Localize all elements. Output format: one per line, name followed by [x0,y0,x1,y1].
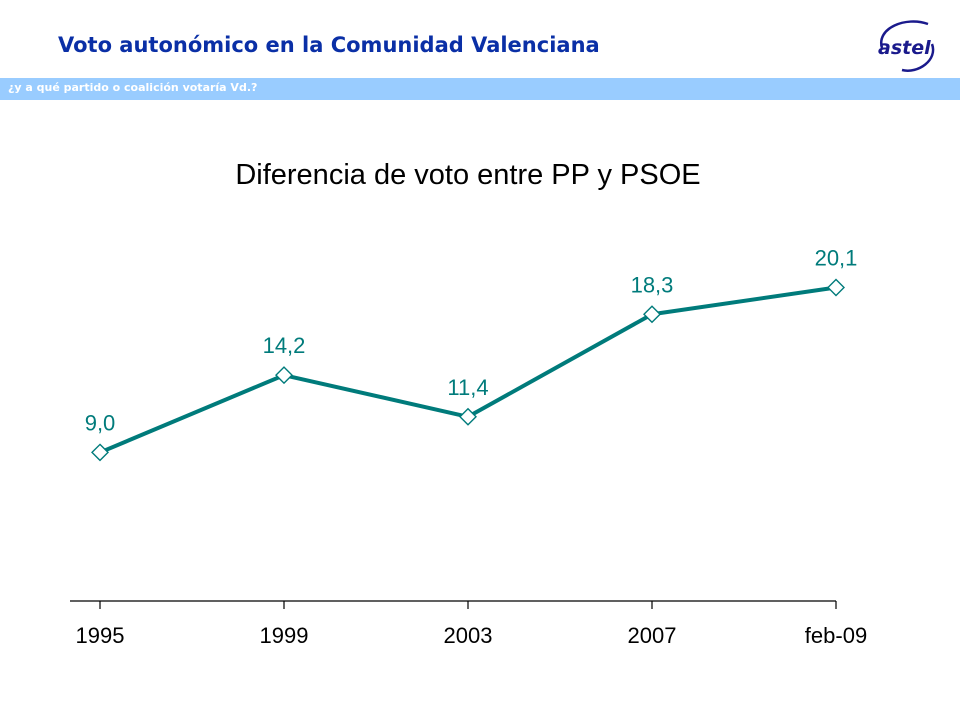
data-label: 20,1 [815,246,858,271]
subtitle-text: ¿y a qué partido o coalición votaría Vd.… [8,81,258,94]
x-tick-label: 2003 [444,623,493,648]
chart-title: Diferencia de voto entre PP y PSOE [235,159,700,191]
subtitle-bar: ¿y a qué partido o coalición votaría Vd.… [0,78,960,100]
series-line [99,285,837,455]
x-tick-label: feb-09 [805,623,867,648]
astel-logo: astel [878,20,935,72]
data-label: 14,2 [263,333,306,358]
logo-text: astel [878,37,931,59]
x-tick-label: 2007 [628,623,677,648]
data-label: 18,3 [631,272,674,297]
data-point-marker [643,305,661,324]
page-title: Voto autonómico en la Comunidad Valencia… [58,33,600,57]
data-label: 9,0 [85,410,116,435]
data-point-marker [91,443,109,462]
data-label: 11,4 [447,375,488,400]
data-point-marker [459,407,477,426]
x-tick-label: 1995 [76,623,125,648]
data-point-marker [275,366,293,385]
data-point-marker [827,278,845,297]
x-tick-label: 1999 [260,623,309,648]
